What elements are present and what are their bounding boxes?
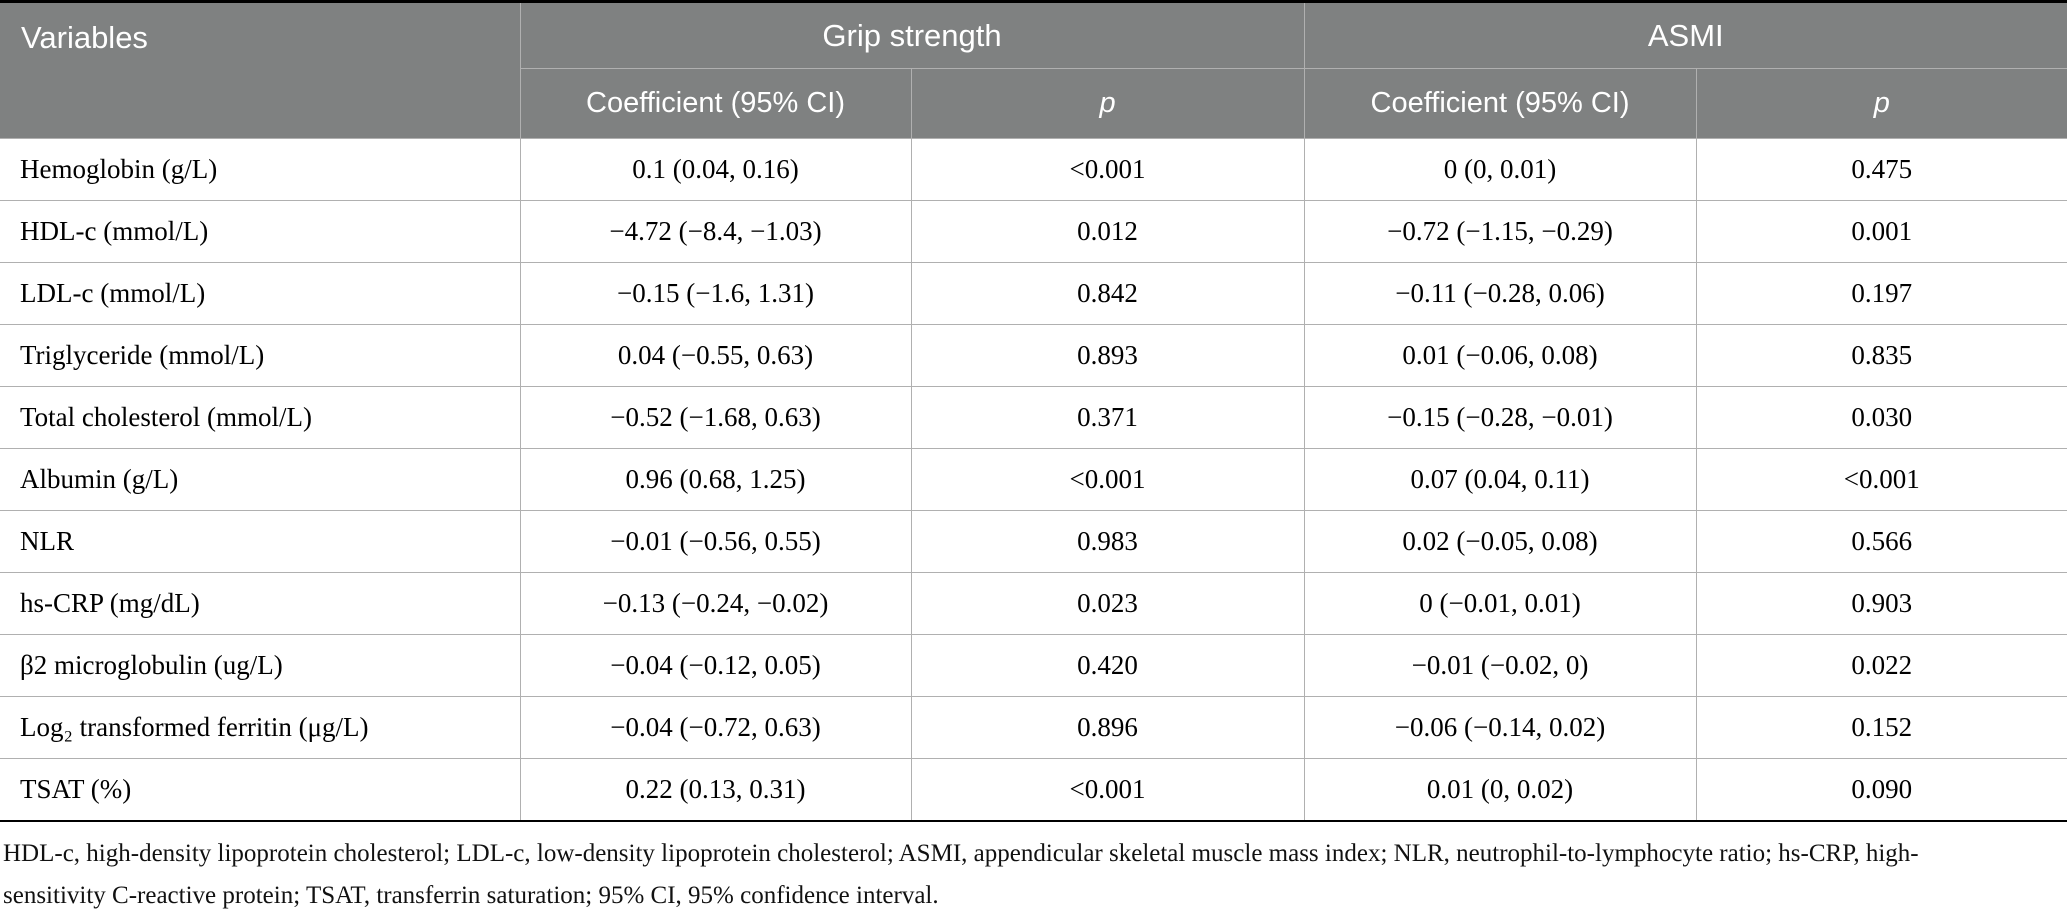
cell-grip-coefficient: 0.96 (0.68, 1.25) — [519, 448, 912, 511]
cell-asmi-p: 0.090 — [1695, 758, 2067, 821]
cell-asmi-coefficient: −0.11 (−0.28, 0.06) — [1303, 262, 1697, 325]
cell-variable: LDL-c (mmol/L) — [0, 262, 521, 325]
cell-grip-p: 0.842 — [910, 262, 1305, 325]
cell-asmi-p: 0.030 — [1695, 386, 2067, 449]
cell-variable: β2 microglobulin (ug/L) — [0, 634, 521, 697]
cell-asmi-p: 0.197 — [1695, 262, 2067, 325]
table-footnote: HDL-c, high-density lipoprotein choleste… — [0, 822, 2067, 917]
cell-asmi-p: 0.566 — [1695, 510, 2067, 573]
header-group-grip-strength: Grip strength — [519, 1, 1305, 69]
table-row: TSAT (%) 0.22 (0.13, 0.31) <0.001 0.01 (… — [0, 758, 2067, 821]
footnote-line-2: sensitivity C-reactive protein; TSAT, tr… — [3, 881, 939, 909]
cell-asmi-coefficient: 0.01 (−0.06, 0.08) — [1303, 324, 1697, 387]
cell-grip-coefficient: 0.1 (0.04, 0.16) — [519, 138, 912, 201]
table-row: HDL-c (mmol/L) −4.72 (−8.4, −1.03) 0.012… — [0, 200, 2067, 263]
cell-grip-coefficient: −0.13 (−0.24, −0.02) — [519, 572, 912, 635]
cell-asmi-p: <0.001 — [1695, 448, 2067, 511]
header-grip-p: p — [910, 68, 1305, 139]
cell-grip-coefficient: −4.72 (−8.4, −1.03) — [519, 200, 912, 263]
cell-grip-coefficient: 0.22 (0.13, 0.31) — [519, 758, 912, 821]
cell-asmi-p: 0.152 — [1695, 696, 2067, 759]
cell-grip-p: 0.023 — [910, 572, 1305, 635]
cell-variable: Albumin (g/L) — [0, 448, 521, 511]
cell-grip-p: 0.420 — [910, 634, 1305, 697]
table-row: NLR −0.01 (−0.56, 0.55) 0.983 0.02 (−0.0… — [0, 510, 2067, 573]
cell-asmi-coefficient: 0.02 (−0.05, 0.08) — [1303, 510, 1697, 573]
cell-asmi-coefficient: −0.72 (−1.15, −0.29) — [1303, 200, 1697, 263]
cell-grip-p: 0.012 — [910, 200, 1305, 263]
table-row: Total cholesterol (mmol/L) −0.52 (−1.68,… — [0, 386, 2067, 449]
table-row: Albumin (g/L) 0.96 (0.68, 1.25) <0.001 0… — [0, 448, 2067, 511]
table-row: Triglyceride (mmol/L) 0.04 (−0.55, 0.63)… — [0, 324, 2067, 387]
header-grip-coefficient: Coefficient (95% CI) — [520, 68, 912, 139]
cell-variable: Log₂ transformed ferritin (μg/L) — [0, 696, 521, 759]
table-row: Hemoglobin (g/L) 0.1 (0.04, 0.16) <0.001… — [0, 138, 2067, 201]
table-header: Variables Grip strength ASMI Coefficient… — [0, 1, 2067, 139]
cell-asmi-p: 0.022 — [1695, 634, 2067, 697]
cell-asmi-coefficient: −0.06 (−0.14, 0.02) — [1303, 696, 1697, 759]
cell-grip-p: 0.893 — [910, 324, 1305, 387]
cell-asmi-coefficient: 0.01 (0, 0.02) — [1303, 758, 1697, 821]
cell-grip-p: 0.371 — [910, 386, 1305, 449]
header-asmi-p: p — [1695, 68, 2067, 139]
cell-grip-p: <0.001 — [910, 758, 1305, 821]
cell-grip-p: 0.983 — [910, 510, 1305, 573]
cell-asmi-coefficient: 0.07 (0.04, 0.11) — [1303, 448, 1697, 511]
cell-variable: hs-CRP (mg/dL) — [0, 572, 521, 635]
cell-asmi-coefficient: −0.01 (−0.02, 0) — [1303, 634, 1697, 697]
cell-grip-coefficient: −0.04 (−0.72, 0.63) — [519, 696, 912, 759]
cell-grip-coefficient: −0.52 (−1.68, 0.63) — [519, 386, 912, 449]
cell-asmi-coefficient: 0 (0, 0.01) — [1303, 138, 1697, 201]
cell-asmi-p: 0.001 — [1695, 200, 2067, 263]
cell-grip-p: <0.001 — [910, 448, 1305, 511]
cell-grip-coefficient: −0.15 (−1.6, 1.31) — [519, 262, 912, 325]
cell-grip-p: 0.896 — [910, 696, 1305, 759]
cell-grip-coefficient: 0.04 (−0.55, 0.63) — [519, 324, 912, 387]
header-variables: Variables — [0, 1, 521, 139]
cell-asmi-p: 0.475 — [1695, 138, 2067, 201]
cell-variable: TSAT (%) — [0, 758, 521, 821]
cell-variable: HDL-c (mmol/L) — [0, 200, 521, 263]
cell-variable: Triglyceride (mmol/L) — [0, 324, 521, 387]
regression-table: Variables Grip strength ASMI Coefficient… — [0, 0, 2067, 822]
table-row: LDL-c (mmol/L) −0.15 (−1.6, 1.31) 0.842 … — [0, 262, 2067, 325]
cell-grip-coefficient: −0.01 (−0.56, 0.55) — [519, 510, 912, 573]
cell-asmi-p: 0.903 — [1695, 572, 2067, 635]
header-group-asmi: ASMI — [1303, 1, 2067, 69]
cell-variable: Hemoglobin (g/L) — [0, 138, 521, 201]
cell-variable: NLR — [0, 510, 521, 573]
header-asmi-coefficient: Coefficient (95% CI) — [1303, 68, 1697, 139]
table-row: hs-CRP (mg/dL) −0.13 (−0.24, −0.02) 0.02… — [0, 572, 2067, 635]
cell-variable: Total cholesterol (mmol/L) — [0, 386, 521, 449]
footnote-line-1: HDL-c, high-density lipoprotein choleste… — [3, 839, 1919, 867]
table-row: β2 microglobulin (ug/L) −0.04 (−0.12, 0.… — [0, 634, 2067, 697]
cell-asmi-coefficient: −0.15 (−0.28, −0.01) — [1303, 386, 1697, 449]
cell-asmi-coefficient: 0 (−0.01, 0.01) — [1303, 572, 1697, 635]
table-row: Log₂ transformed ferritin (μg/L) −0.04 (… — [0, 696, 2067, 759]
table-body: Hemoglobin (g/L) 0.1 (0.04, 0.16) <0.001… — [0, 138, 2067, 821]
cell-grip-coefficient: −0.04 (−0.12, 0.05) — [519, 634, 912, 697]
cell-asmi-p: 0.835 — [1695, 324, 2067, 387]
cell-grip-p: <0.001 — [910, 138, 1305, 201]
